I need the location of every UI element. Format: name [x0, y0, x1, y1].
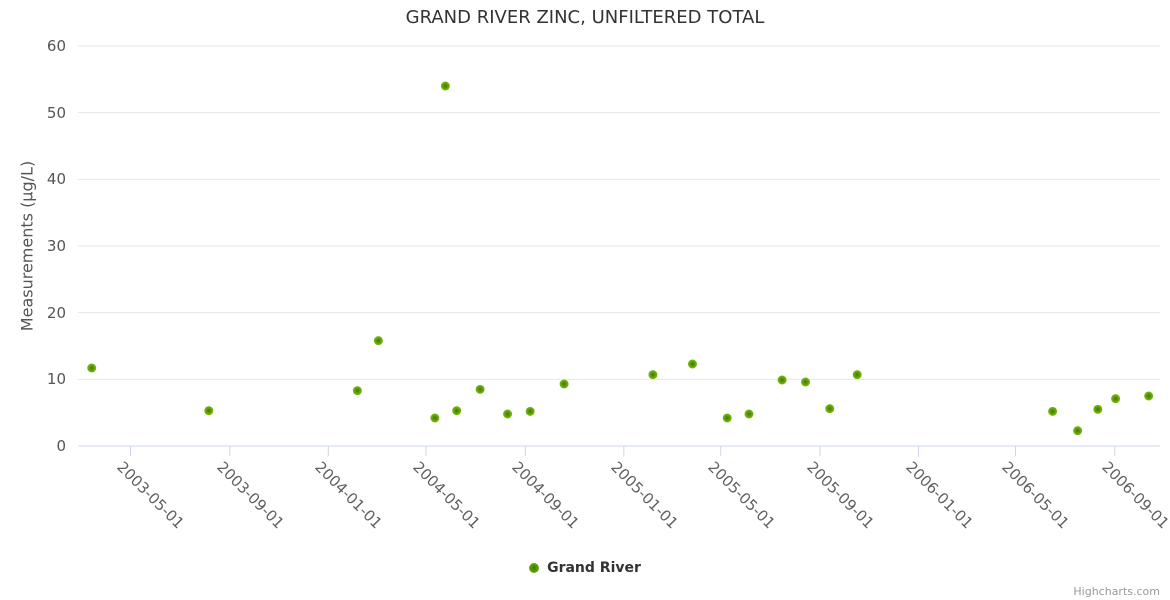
y-axis-label: 10	[46, 370, 66, 389]
data-point[interactable]	[452, 406, 462, 416]
data-point[interactable]	[777, 375, 787, 385]
data-point[interactable]	[559, 379, 569, 389]
chart-title: GRAND RIVER ZINC, UNFILTERED TOTAL	[405, 7, 765, 28]
data-point[interactable]	[503, 409, 513, 419]
data-point[interactable]	[744, 409, 754, 419]
data-point[interactable]	[687, 359, 697, 369]
data-point[interactable]	[352, 386, 362, 396]
data-point[interactable]	[525, 406, 535, 416]
data-point[interactable]	[430, 413, 440, 423]
data-point[interactable]	[1048, 406, 1058, 416]
data-point[interactable]	[87, 363, 97, 373]
data-point[interactable]	[825, 404, 835, 414]
highcharts-credit[interactable]: Highcharts.com	[1073, 585, 1160, 598]
y-axis-label: 60	[46, 37, 66, 55]
y-axis-label: 30	[46, 237, 66, 255]
data-point[interactable]	[801, 377, 811, 387]
legend-marker-icon[interactable]	[529, 563, 540, 573]
data-point[interactable]	[722, 413, 732, 423]
y-axis-label: 0	[56, 437, 66, 455]
data-point[interactable]	[475, 384, 485, 394]
data-point[interactable]	[1093, 404, 1103, 414]
legend: Grand River	[0, 560, 1170, 576]
data-point[interactable]	[440, 81, 450, 91]
data-point[interactable]	[1073, 426, 1083, 436]
data-point[interactable]	[1144, 391, 1154, 401]
data-point[interactable]	[373, 336, 383, 346]
y-axis-label: 50	[46, 103, 66, 122]
legend-label[interactable]: Grand River	[547, 560, 641, 576]
data-point[interactable]	[204, 406, 214, 416]
data-point[interactable]	[1111, 394, 1121, 404]
data-point[interactable]	[648, 370, 658, 380]
y-axis-label: 40	[46, 170, 66, 189]
y-axis-label: 20	[46, 303, 66, 322]
data-point[interactable]	[852, 370, 862, 380]
